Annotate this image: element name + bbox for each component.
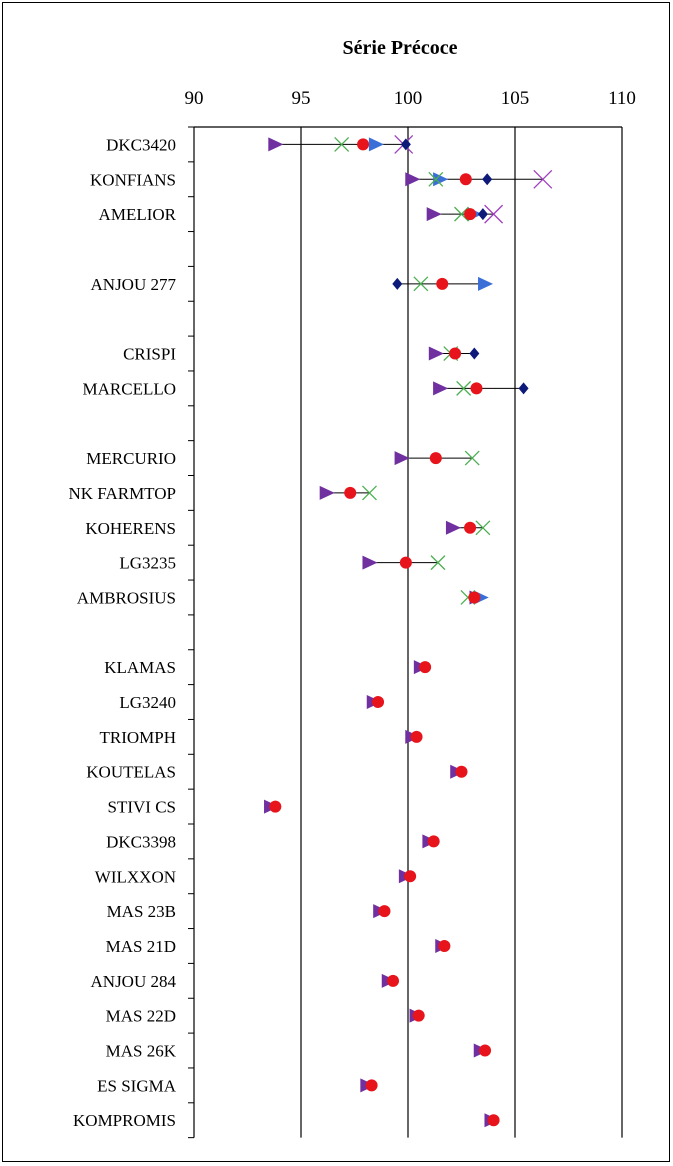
category-label: WILXXON <box>95 867 176 886</box>
x-marker <box>430 555 446 571</box>
circle-marker <box>344 486 357 499</box>
x-marker <box>464 450 480 466</box>
category-label: ES SIGMA <box>97 1076 177 1095</box>
triangle-marker <box>428 346 444 361</box>
category-label: KOMPROMIS <box>73 1111 176 1130</box>
x-marker <box>362 485 377 501</box>
chart-title: Série Précoce <box>343 37 458 59</box>
x-marker <box>475 520 491 536</box>
diamond-marker <box>518 382 529 395</box>
x-marker <box>484 204 504 224</box>
circle-marker <box>372 696 385 709</box>
x-tick-label: 90 <box>185 88 204 109</box>
category-label: KONFIANS <box>90 170 176 189</box>
diamond-marker <box>482 173 493 186</box>
category-label: DKC3398 <box>106 832 176 851</box>
category-label: TRIOMPH <box>99 728 176 747</box>
circle-marker <box>459 173 472 186</box>
circle-marker <box>365 1079 378 1092</box>
circle-marker <box>378 905 391 918</box>
category-label: DKC3420 <box>106 135 176 154</box>
category-label: AMBROSIUS <box>77 588 176 607</box>
category-label: KLAMAS <box>104 658 176 677</box>
circle-marker <box>410 730 423 743</box>
axis-layer: 90 95 100 105 110 <box>185 88 636 1139</box>
circle-marker <box>419 661 432 674</box>
x-marker <box>533 169 553 189</box>
circle-marker <box>438 939 451 952</box>
triangle-marker <box>433 172 449 187</box>
triangle-marker <box>426 207 442 222</box>
category-label: ANJOU 277 <box>91 275 177 294</box>
circle-marker <box>464 521 477 534</box>
category-labels: DKC3420 KONFIANS AMELIOR ANJOU 277 CRISPI MAR… <box>68 135 176 1130</box>
x-marker <box>456 380 472 396</box>
circle-marker <box>357 138 370 151</box>
circle-marker <box>449 347 462 360</box>
category-label: STIVI CS <box>108 798 176 817</box>
x-tick-label: 110 <box>608 88 636 109</box>
circle-marker <box>455 765 468 778</box>
triangle-marker <box>368 137 384 152</box>
data-markers <box>264 134 553 1128</box>
x-marker <box>454 206 469 222</box>
category-label: KOUTELAS <box>86 763 176 782</box>
circle-marker <box>470 382 483 395</box>
triangle-marker <box>478 276 494 291</box>
x-tick-label: 95 <box>292 88 311 109</box>
x-marker <box>413 276 429 292</box>
category-label: MAS 23B <box>107 902 176 921</box>
category-label: MAS 22D <box>106 1007 176 1026</box>
circle-marker <box>429 452 442 465</box>
category-label: MARCELLO <box>83 379 177 398</box>
triangle-marker <box>319 485 335 500</box>
x-marker <box>428 171 444 187</box>
circle-marker <box>464 208 477 221</box>
circle-marker <box>427 835 440 848</box>
grid-layer <box>193 127 623 1138</box>
circle-marker <box>468 591 481 604</box>
diamond-marker <box>392 277 403 290</box>
category-label: AMELIOR <box>99 205 177 224</box>
triangle-marker <box>362 555 378 570</box>
category-label: CRISPI <box>123 345 176 364</box>
circle-marker <box>387 974 400 987</box>
category-label: MAS 26K <box>106 1042 177 1061</box>
triangle-marker <box>445 520 461 535</box>
diamond-marker <box>469 347 480 360</box>
x-tick-label: 105 <box>501 88 530 109</box>
category-label: MERCURIO <box>86 449 176 468</box>
triangle-marker <box>433 381 449 396</box>
circle-marker <box>404 870 417 883</box>
category-label: LG3240 <box>119 693 176 712</box>
category-label: MAS 21D <box>106 937 176 956</box>
range-lines <box>271 143 543 1121</box>
category-label: KOHERENS <box>85 519 176 538</box>
triangle-marker <box>268 137 284 152</box>
circle-marker <box>479 1044 492 1057</box>
category-label: ANJOU 284 <box>91 972 177 991</box>
circle-marker <box>269 800 282 813</box>
circle-marker <box>487 1114 500 1127</box>
x-tick-label: 100 <box>394 88 423 109</box>
diamond-marker <box>400 138 411 151</box>
triangle-marker <box>394 451 410 466</box>
x-marker <box>334 136 350 152</box>
circle-marker <box>399 556 412 569</box>
category-label: NK FARMTOP <box>68 484 176 503</box>
circle-marker <box>436 277 449 290</box>
category-label: LG3235 <box>119 554 176 573</box>
triangle-marker <box>405 172 421 187</box>
diamond-marker <box>477 208 488 221</box>
circle-marker <box>412 1009 425 1022</box>
